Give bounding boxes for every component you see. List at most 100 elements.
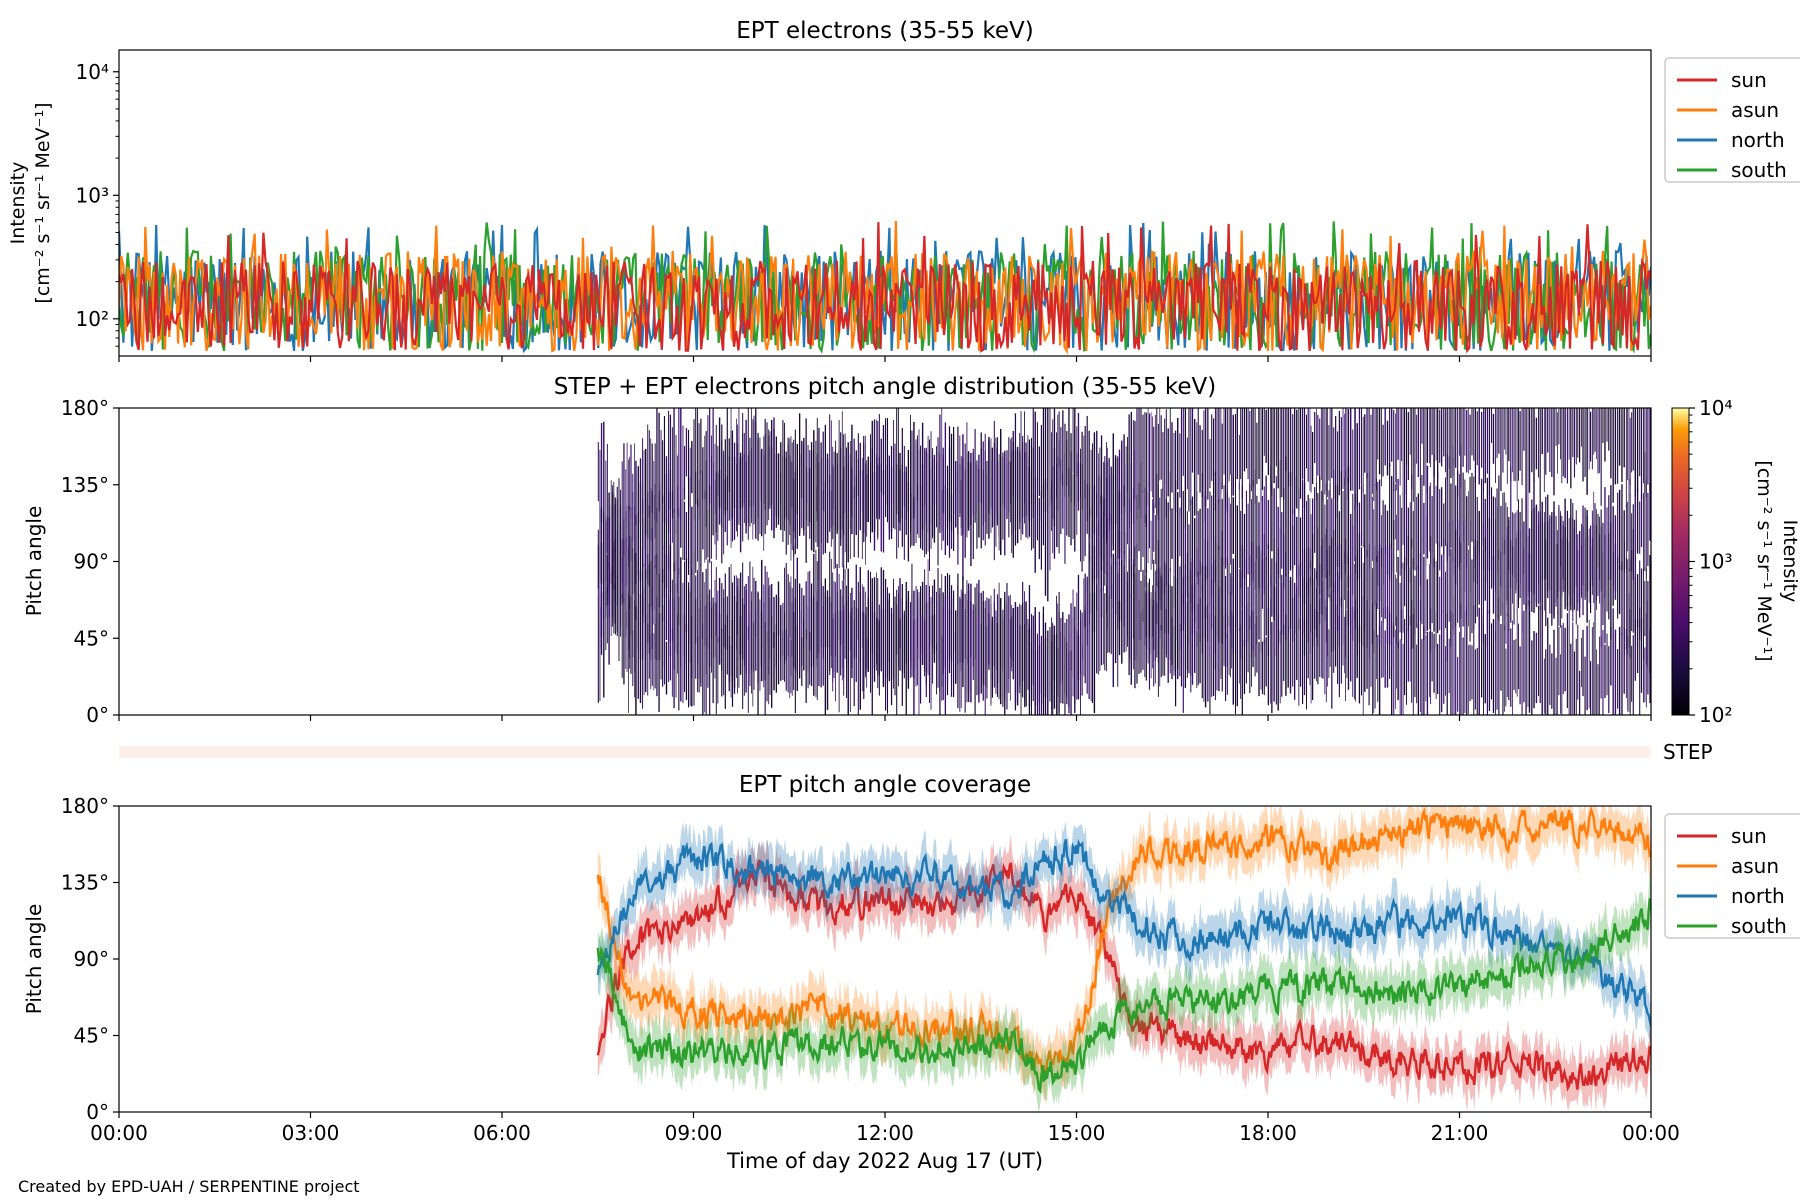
heatmap-cell <box>780 442 782 504</box>
heatmap-cell <box>1340 417 1342 491</box>
heatmap-cell <box>1570 408 1572 489</box>
heatmap-cell <box>1112 585 1114 688</box>
heatmap-cell <box>815 487 817 543</box>
heatmap-cell <box>1032 615 1034 702</box>
heatmap-cell <box>650 487 652 607</box>
heatmap-cell <box>1423 408 1425 486</box>
heatmap-cell <box>1614 629 1617 715</box>
heatmap-cell <box>1519 646 1521 705</box>
heatmap-cell <box>635 515 637 585</box>
heatmap-cell <box>1505 648 1507 707</box>
heatmap-cell <box>1377 551 1379 609</box>
heatmap-cell <box>1179 507 1181 557</box>
heatmap-cell <box>689 477 691 564</box>
heatmap-cell <box>1173 576 1175 671</box>
heatmap-cell <box>1502 537 1504 609</box>
heatmap-cell <box>1083 605 1085 677</box>
heatmap-cell <box>920 613 922 704</box>
heatmap-cell <box>718 417 721 508</box>
heatmap-cell <box>896 408 898 515</box>
heatmap-cell <box>1337 576 1339 632</box>
heatmap-cell <box>1496 508 1498 618</box>
heatmap-cell <box>669 414 672 510</box>
heatmap-cell <box>1510 539 1512 623</box>
heatmap-cell <box>1500 505 1502 587</box>
heatmap-cell <box>1358 408 1361 490</box>
heatmap-cell <box>733 596 736 689</box>
heatmap-cell <box>990 438 992 533</box>
heatmap-cell <box>1531 510 1533 612</box>
heatmap-cell <box>1277 614 1279 711</box>
heatmap-cell <box>1486 527 1489 647</box>
series-line-sun <box>119 222 1651 354</box>
heatmap-cell <box>830 420 832 528</box>
heatmap-cell <box>1566 408 1568 484</box>
heatmap-cell <box>771 584 773 648</box>
heatmap-cell <box>942 454 944 513</box>
heatmap-cell <box>1324 534 1326 621</box>
heatmap-cell <box>1644 647 1646 703</box>
heatmap-cell <box>600 507 603 584</box>
heatmap-cell <box>1545 496 1547 579</box>
heatmap-cell <box>1218 408 1220 503</box>
heatmap-cell <box>1147 492 1149 564</box>
heatmap-cell <box>1439 489 1441 571</box>
heatmap-cell <box>647 623 649 696</box>
heatmap-cell <box>1437 408 1439 480</box>
heatmap-cell <box>1179 566 1181 650</box>
heatmap-cell <box>805 628 807 703</box>
heatmap-cell <box>1108 514 1110 596</box>
heatmap-cell <box>745 419 747 534</box>
heatmap-cell <box>1299 561 1302 618</box>
heatmap-cell <box>1319 475 1321 595</box>
heatmap-cell <box>967 462 970 531</box>
heatmap-cell <box>851 587 853 679</box>
heatmap-cell <box>1396 616 1397 689</box>
heatmap-cell <box>707 415 709 509</box>
heatmap-cell <box>1289 408 1292 486</box>
heatmap-cell <box>888 593 891 682</box>
heatmap-cell <box>1338 542 1340 647</box>
heatmap-cell <box>1230 573 1231 633</box>
heatmap-cell <box>643 588 645 696</box>
heatmap-cell <box>1034 477 1036 573</box>
heatmap-cell <box>1152 416 1153 498</box>
heatmap-cell <box>1430 482 1432 565</box>
heatmap-cell <box>1164 561 1166 634</box>
heatmap-cell <box>700 470 702 567</box>
heatmap-cell <box>1188 408 1190 512</box>
colorbar-tick-label: 10³ <box>1699 550 1732 574</box>
heatmap-cell <box>962 592 964 688</box>
heatmap-cell <box>1314 412 1316 463</box>
heatmap-cell <box>846 449 847 519</box>
heatmap-cell <box>1452 408 1454 476</box>
heatmap-cell <box>1484 537 1486 601</box>
heatmap-cell <box>1056 633 1057 715</box>
heatmap-cell <box>1110 565 1112 654</box>
heatmap-cell <box>1226 557 1228 667</box>
heatmap-cell <box>1441 487 1443 547</box>
legend-label-south: south <box>1731 914 1787 938</box>
heatmap-cell <box>635 460 637 526</box>
heatmap-cell <box>1498 475 1500 560</box>
heatmap-cell <box>1594 514 1596 626</box>
heatmap-cell <box>1623 408 1625 468</box>
heatmap-cell <box>1223 408 1225 475</box>
heatmap-cell <box>1377 634 1379 702</box>
heatmap-cell <box>1006 604 1008 710</box>
heatmap-cell <box>957 426 959 535</box>
heatmap-cell <box>731 430 734 518</box>
heatmap-cell <box>642 597 644 709</box>
heatmap-cell <box>1604 487 1606 598</box>
heatmap-cell <box>1346 553 1348 609</box>
heatmap-cell <box>1450 408 1452 478</box>
heatmap-cell <box>1036 633 1038 715</box>
heatmap-cell <box>769 446 771 506</box>
heatmap-cell <box>1481 411 1483 468</box>
heatmap-cell <box>1338 511 1340 567</box>
heatmap-cell <box>1547 408 1549 453</box>
heatmap-cell <box>1429 408 1430 464</box>
heatmap-cell <box>1338 615 1340 698</box>
heatmap-cell <box>859 592 861 710</box>
heatmap-cell <box>1441 554 1443 613</box>
